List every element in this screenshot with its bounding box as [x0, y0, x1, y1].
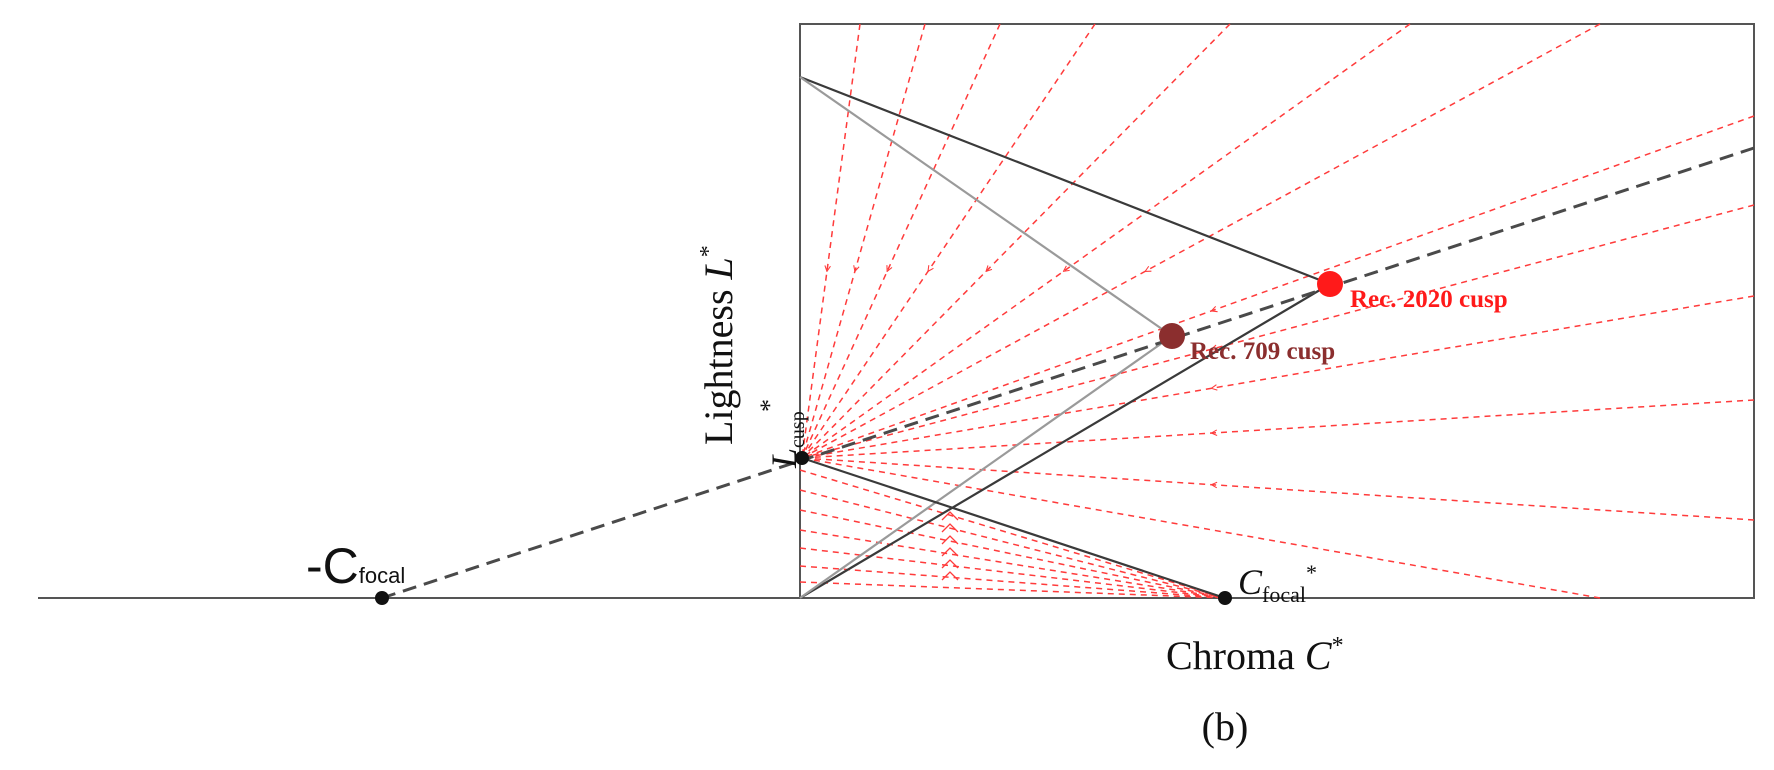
x-axis-title: Chroma C*: [1166, 633, 1344, 678]
mapping-arrow: [941, 511, 959, 521]
cfocal-label: Cfocal*: [1238, 560, 1317, 607]
mapping-line: [799, 565, 1226, 599]
mapping-line: [799, 469, 1226, 599]
mapping-line: [799, 489, 1226, 599]
lcusp-label: Lcusp: [764, 411, 809, 469]
mapping-line: [801, 23, 1001, 459]
focal-dashed-line: [381, 146, 1755, 600]
mapping-line: [801, 204, 1755, 459]
rec709-upper-boundary: [799, 76, 1173, 337]
gamut-boundaries: [799, 75, 1331, 600]
figure-caption: (b): [1202, 704, 1249, 749]
mapping-arrow: [941, 547, 959, 557]
rec2020-cusp-point: [1317, 271, 1343, 297]
mapping-line: [801, 23, 1231, 459]
mapping-line: [801, 295, 1755, 459]
mapping-line: [801, 23, 1601, 459]
mapping-line: [801, 457, 1601, 599]
rec709-lower-boundary: [799, 335, 1173, 599]
mapping-lines: [799, 23, 1755, 599]
neg-cfocal-point: [375, 591, 389, 605]
mapping-arrow: [941, 559, 959, 569]
mapping-line: [801, 23, 1096, 459]
mapping-line: [801, 457, 1755, 521]
rec2020-lower-boundary: [799, 283, 1331, 599]
mapping-line: [801, 115, 1755, 459]
rec709-cusp-point: [1159, 323, 1185, 349]
plot-frame: [799, 23, 1755, 599]
mapping-line: [799, 529, 1226, 599]
cfocal-point: [1218, 591, 1232, 605]
lcusp-point: [795, 451, 809, 465]
rec2020-label: Rec. 2020 cusp: [1350, 286, 1508, 313]
neg-cfocal-label: -Cfocal: [306, 538, 405, 594]
mapping-line: [799, 581, 1226, 599]
rec709-label: Rec. 709 cusp: [1190, 338, 1335, 365]
mapping-line: [801, 399, 1755, 459]
mapping-line: [801, 23, 1411, 459]
mapping-line: [801, 23, 926, 459]
mapping-arrow: [941, 571, 959, 581]
mapping-line: [801, 23, 861, 459]
rec2020-upper-boundary: [799, 75, 1331, 286]
y-axis-title: Lightness L*: [696, 245, 741, 445]
lcusp-star: *: [755, 399, 784, 412]
mapping-arrow: [941, 535, 959, 545]
mapping-arrow: [941, 523, 959, 533]
cusp-to-focal-line: [801, 456, 1226, 600]
